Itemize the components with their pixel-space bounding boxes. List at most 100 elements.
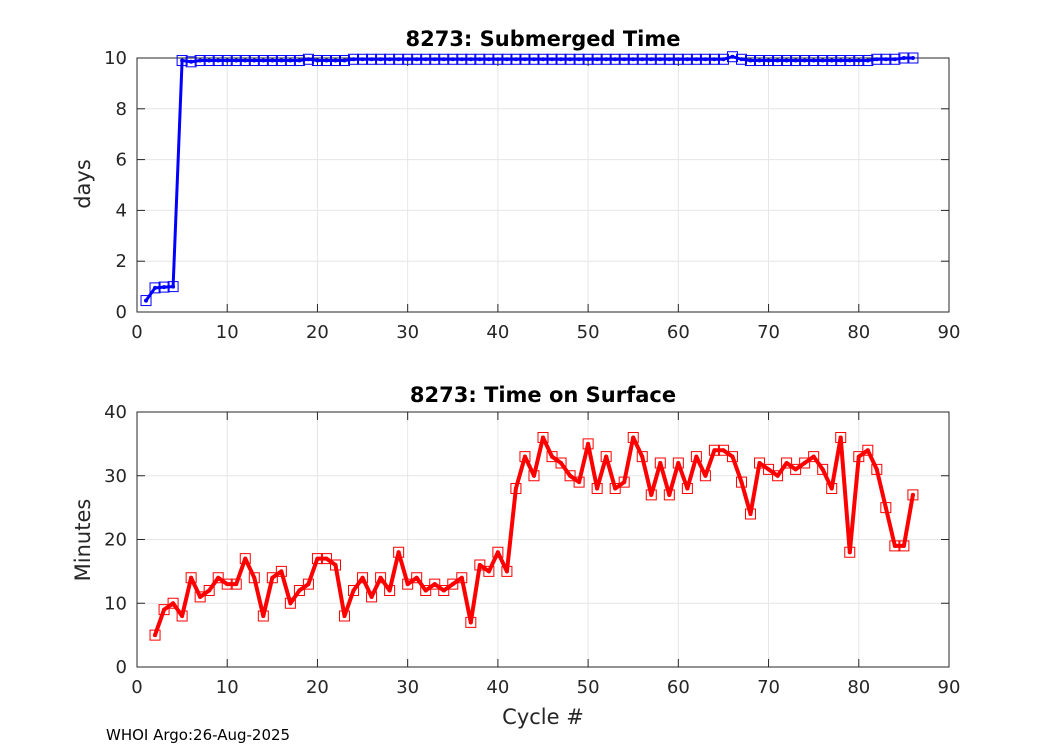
chart-title-submerged-time: 8273: Submerged Time — [405, 27, 680, 51]
x-tick-label: 60 — [667, 677, 690, 698]
data-point-marker — [194, 591, 206, 603]
y-tick-label: 2 — [116, 251, 127, 272]
data-point — [414, 57, 419, 62]
x-tick-label: 20 — [306, 677, 329, 698]
data-point — [441, 57, 446, 62]
data-point — [180, 58, 185, 63]
data-point — [541, 435, 545, 440]
data-point — [333, 563, 338, 567]
data-point-marker — [582, 53, 594, 65]
data-point — [775, 473, 780, 478]
data-point — [559, 57, 564, 62]
data-point — [901, 543, 906, 548]
data-point — [703, 57, 708, 62]
data-point-marker — [320, 55, 332, 67]
data-point-marker — [708, 53, 720, 65]
data-point — [703, 473, 708, 478]
data-point-marker — [826, 483, 838, 494]
data-point-marker — [519, 53, 531, 65]
data-point-marker — [726, 451, 738, 463]
data-point-marker — [158, 604, 170, 616]
data-point-marker — [420, 53, 432, 65]
data-point-marker — [681, 53, 693, 65]
data-point-marker — [754, 457, 766, 469]
data-point — [477, 563, 482, 567]
data-point — [847, 550, 852, 555]
data-point — [640, 57, 645, 62]
data-point — [243, 556, 248, 561]
data-point — [604, 454, 609, 459]
data-point-marker — [663, 53, 675, 65]
data-point-marker — [582, 438, 594, 450]
data-point — [748, 58, 753, 63]
data-point-marker — [149, 629, 161, 641]
data-point-marker — [663, 489, 675, 501]
data-point — [550, 454, 555, 459]
x-tick-label: 10 — [216, 677, 239, 698]
y-tick-label: 8 — [116, 99, 127, 120]
data-point-marker — [257, 55, 269, 67]
data-point-marker — [357, 572, 369, 584]
y-tick-label: 0 — [116, 302, 127, 323]
data-point-marker — [420, 585, 432, 596]
data-point-marker — [348, 585, 360, 596]
data-point — [874, 467, 879, 472]
data-point — [811, 58, 816, 63]
data-point-marker — [429, 578, 441, 590]
data-point-marker — [167, 281, 179, 293]
data-point — [387, 588, 392, 593]
data-point — [351, 588, 356, 593]
data-point — [712, 57, 717, 62]
data-point-marker — [880, 502, 892, 514]
data-point-marker — [844, 546, 856, 558]
data-point-marker — [519, 451, 531, 463]
data-point — [261, 614, 266, 618]
data-point-marker — [871, 463, 883, 475]
data-point-marker — [221, 55, 233, 67]
data-point — [234, 582, 239, 587]
data-point-marker — [483, 565, 495, 577]
data-point-marker — [266, 572, 278, 584]
data-point — [883, 505, 888, 510]
data-point-marker — [366, 591, 378, 603]
data-point-marker — [447, 578, 459, 590]
data-point-marker — [501, 53, 513, 65]
data-point — [153, 285, 158, 290]
data-point — [568, 473, 573, 478]
data-point — [216, 575, 221, 580]
data-point-marker — [717, 444, 729, 456]
x-tick-label: 70 — [757, 322, 780, 343]
data-point-marker — [528, 53, 540, 65]
data-point — [820, 467, 825, 472]
data-point-marker — [564, 470, 576, 482]
data-point-marker — [474, 53, 486, 65]
data-point-marker — [203, 585, 215, 596]
data-point-marker — [573, 53, 585, 65]
data-point-marker — [375, 572, 387, 584]
data-point-marker — [745, 55, 757, 67]
data-point — [793, 467, 798, 472]
plot-area — [137, 58, 949, 312]
data-point — [550, 57, 555, 62]
data-point-marker — [320, 553, 332, 565]
data-point-marker — [311, 553, 323, 565]
data-point-marker — [257, 610, 269, 622]
data-point — [216, 58, 221, 63]
data-point-marker — [853, 451, 865, 463]
data-point-marker — [763, 55, 775, 67]
data-point — [721, 57, 726, 62]
data-point-marker — [799, 457, 811, 469]
data-point-marker — [528, 470, 540, 482]
x-tick-label: 80 — [847, 677, 870, 698]
data-point — [297, 588, 302, 593]
data-point-marker — [600, 53, 612, 65]
data-point-marker — [735, 53, 747, 65]
data-point — [568, 57, 573, 62]
data-point-marker — [402, 53, 414, 65]
data-point — [847, 58, 852, 63]
data-point-marker — [690, 53, 702, 65]
data-point-marker — [411, 572, 423, 584]
data-point-marker — [284, 55, 296, 67]
data-point — [243, 58, 248, 63]
data-point — [802, 58, 807, 63]
